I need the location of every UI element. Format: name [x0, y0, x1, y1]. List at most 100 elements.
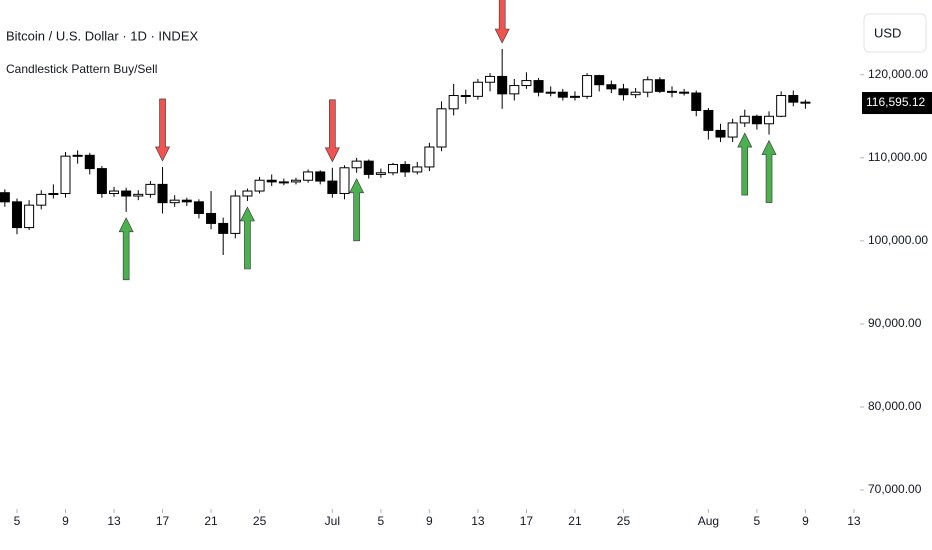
x-tick-label: 13 — [107, 514, 121, 528]
buy-arrow — [118, 217, 134, 281]
candle-body — [618, 88, 629, 96]
x-tick-label: 9 — [426, 514, 433, 528]
x-tick-label: Jul — [325, 514, 340, 528]
candle-body — [448, 95, 459, 110]
candle-body — [375, 172, 386, 175]
candle-body — [764, 115, 775, 125]
y-tick-label: 80,000.00 — [868, 399, 922, 413]
chart-title: Bitcoin / U.S. Dollar · 1D · INDEX — [6, 28, 198, 43]
candle-body — [509, 85, 520, 95]
candle-body — [11, 201, 22, 229]
candle-body — [788, 95, 799, 103]
candle-body — [109, 190, 120, 195]
candle-body — [96, 168, 107, 195]
candle-body — [278, 181, 289, 184]
candle-body — [145, 183, 156, 195]
candle-body — [193, 201, 204, 214]
candle-body — [776, 95, 787, 117]
candle-body — [691, 92, 702, 111]
currency-box[interactable] — [863, 13, 927, 53]
candle-body — [436, 108, 447, 148]
indicator-name: Candlestick Pattern Buy/Sell — [6, 62, 157, 76]
candle-body — [339, 167, 350, 195]
candle-body — [290, 179, 301, 183]
sell-arrow — [494, 0, 510, 44]
x-tick-label: 25 — [253, 514, 267, 528]
candle-body — [424, 146, 435, 168]
x-tick-label: 13 — [847, 514, 861, 528]
candle-body — [715, 129, 726, 138]
candle-body — [169, 199, 180, 204]
candle-body — [412, 166, 423, 173]
buy-arrow — [349, 178, 365, 242]
candle-body — [497, 75, 508, 95]
y-tick-label: 70,000.00 — [868, 482, 922, 496]
x-tick-label: Aug — [698, 514, 719, 528]
x-tick-label: 5 — [14, 514, 21, 528]
candle-body — [485, 75, 496, 83]
candle-body — [254, 179, 265, 192]
plot-area — [0, 0, 811, 281]
candle-body — [666, 90, 677, 93]
candle-body — [679, 91, 690, 94]
candle-body — [266, 179, 277, 183]
x-tick-label: 13 — [471, 514, 485, 528]
x-tick-label: 17 — [156, 514, 170, 528]
x-tick-label: 25 — [617, 514, 631, 528]
x-tick-label: 9 — [802, 514, 809, 528]
y-tick-label: 110,000.00 — [868, 150, 927, 164]
candle-body — [751, 115, 762, 125]
candle-body — [48, 193, 59, 196]
candle-body — [363, 160, 374, 175]
candle-body — [800, 101, 811, 104]
y-tick-label: 120,000.00 — [868, 67, 928, 81]
candle-body — [121, 190, 132, 197]
candle-body — [230, 195, 241, 234]
candle-body — [460, 95, 471, 98]
candle-body — [654, 79, 665, 92]
sell-arrow — [324, 99, 340, 163]
candle-body — [703, 109, 714, 131]
candle-body — [630, 91, 641, 96]
last-price-box — [862, 92, 932, 115]
candle-body — [739, 115, 750, 124]
candle-body — [24, 204, 35, 229]
buy-arrow — [761, 139, 777, 203]
x-tick-label: 9 — [62, 514, 69, 528]
candle-body — [545, 91, 556, 94]
candle-body — [400, 163, 411, 173]
candle-body — [60, 155, 71, 195]
x-tick-label: 5 — [754, 514, 761, 528]
candle-body — [242, 190, 253, 197]
candle-body — [351, 160, 362, 169]
candle-body — [206, 212, 217, 224]
candle-body — [181, 199, 192, 203]
candle-body — [327, 180, 338, 195]
x-tick-label: 17 — [520, 514, 534, 528]
candle-body — [606, 84, 617, 90]
candle-body — [533, 80, 544, 93]
x-tick-label: 21 — [204, 514, 218, 528]
x-tick-label: 5 — [378, 514, 385, 528]
candle-body — [133, 193, 144, 197]
candle-body — [84, 154, 95, 170]
last-price-label: 116,595.12 — [866, 95, 925, 109]
candle-body — [472, 81, 483, 97]
candle-body — [582, 75, 593, 97]
buy-arrow — [239, 206, 255, 270]
y-tick-label: 100,000.00 — [868, 233, 928, 247]
candle-body — [557, 91, 568, 98]
candle-body — [72, 154, 83, 157]
candle-body — [36, 193, 47, 206]
candle-body — [594, 75, 605, 86]
axes: 70,000.00 80,000.00 90,000.00 100,000.00 110… — [14, 67, 932, 528]
sell-arrow — [155, 98, 171, 162]
candle-body — [521, 80, 532, 87]
x-tick-label: 21 — [568, 514, 582, 528]
candle-body — [315, 171, 326, 182]
candle-body — [218, 222, 229, 234]
currency: USD — [874, 25, 901, 40]
candle-body — [569, 95, 580, 98]
